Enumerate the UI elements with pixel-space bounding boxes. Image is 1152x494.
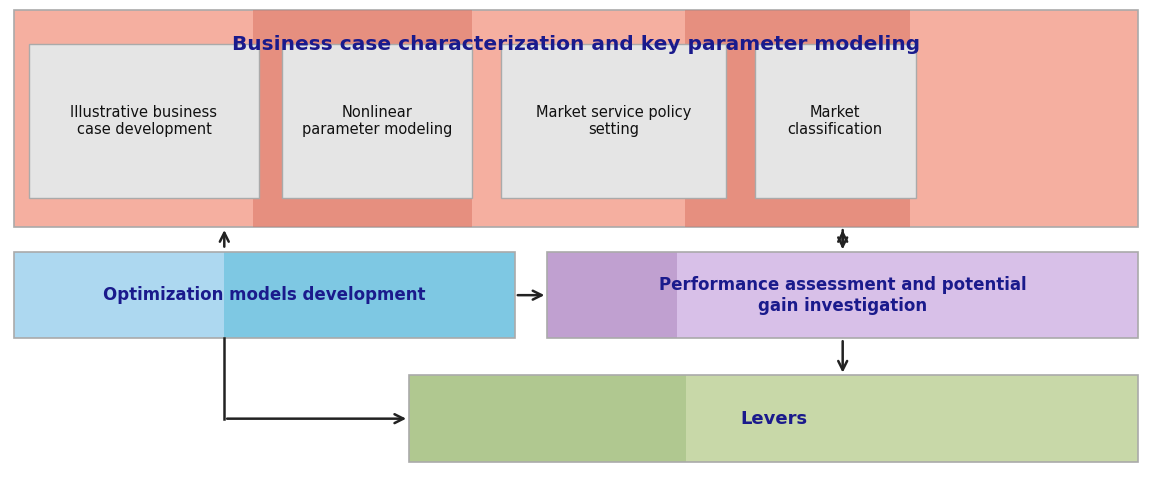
FancyBboxPatch shape	[687, 375, 1138, 462]
Text: Business case characterization and key parameter modeling: Business case characterization and key p…	[232, 35, 920, 53]
FancyBboxPatch shape	[253, 10, 472, 227]
Text: Nonlinear
parameter modeling: Nonlinear parameter modeling	[302, 105, 453, 137]
FancyBboxPatch shape	[409, 375, 687, 462]
FancyBboxPatch shape	[501, 44, 726, 198]
FancyBboxPatch shape	[755, 44, 916, 198]
FancyBboxPatch shape	[29, 44, 259, 198]
Text: Performance assessment and potential
gain investigation: Performance assessment and potential gai…	[659, 276, 1026, 315]
Text: Market service policy
setting: Market service policy setting	[536, 105, 691, 137]
Text: Optimization models development: Optimization models development	[104, 286, 425, 304]
Text: Levers: Levers	[740, 410, 808, 428]
FancyBboxPatch shape	[685, 10, 910, 227]
FancyBboxPatch shape	[225, 252, 515, 338]
FancyBboxPatch shape	[547, 252, 677, 338]
Text: Market
classification: Market classification	[788, 105, 882, 137]
Text: Illustrative business
case development: Illustrative business case development	[70, 105, 218, 137]
FancyBboxPatch shape	[282, 44, 472, 198]
FancyBboxPatch shape	[14, 252, 225, 338]
FancyBboxPatch shape	[14, 10, 1138, 227]
FancyBboxPatch shape	[677, 252, 1138, 338]
